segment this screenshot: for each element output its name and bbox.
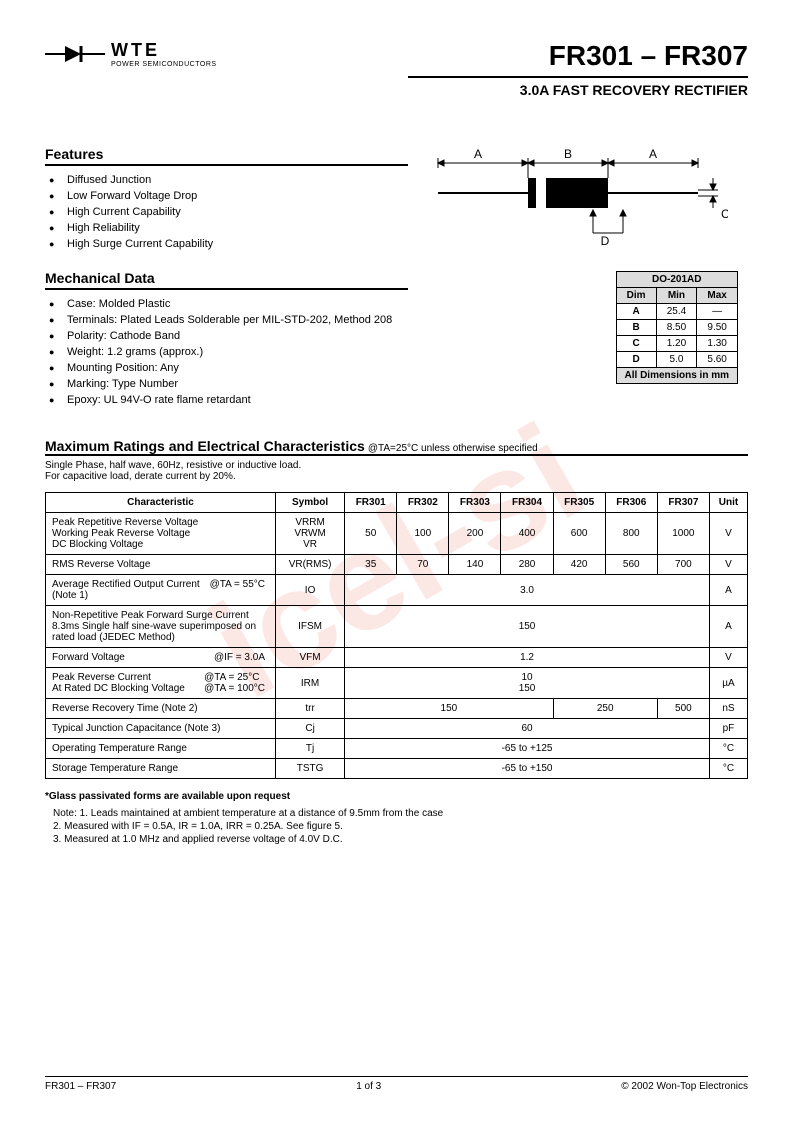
svg-text:B: B <box>564 147 572 161</box>
list-item: Polarity: Cathode Band <box>49 328 408 344</box>
list-item: Weight: 1.2 grams (approx.) <box>49 344 408 360</box>
footnote: Note: 1. Leads maintained at ambient tem… <box>45 808 748 819</box>
list-item: Terminals: Plated Leads Solderable per M… <box>49 312 408 328</box>
footer-left: FR301 – FR307 <box>45 1081 116 1092</box>
header: WTE POWER SEMICONDUCTORS FR301 – FR307 3… <box>45 40 748 98</box>
ratings-heading: Maximum Ratings and Electrical Character… <box>45 438 365 454</box>
package-diagram: A B A C D <box>428 138 728 248</box>
notes: *Glass passivated forms are available up… <box>45 791 748 845</box>
footnote: 2. Measured with IF = 0.5A, IR = 1.0A, I… <box>45 821 748 832</box>
subtitle: 3.0A FAST RECOVERY RECTIFIER <box>408 82 748 98</box>
svg-text:A: A <box>649 147 657 161</box>
glass-note: *Glass passivated forms are available up… <box>45 791 748 802</box>
list-item: Epoxy: UL 94V-O rate flame retardant <box>49 392 408 408</box>
list-item: High Current Capability <box>49 204 408 220</box>
list-item: Marking: Type Number <box>49 376 408 392</box>
logo: WTE POWER SEMICONDUCTORS <box>45 40 217 68</box>
mechanical-heading: Mechanical Data <box>45 270 408 290</box>
list-item: Case: Molded Plastic <box>49 296 408 312</box>
ratings-note: Single Phase, half wave, 60Hz, resistive… <box>45 460 748 482</box>
list-item: Low Forward Voltage Drop <box>49 188 408 204</box>
diode-icon <box>45 44 105 64</box>
footer-center: 1 of 3 <box>356 1081 381 1092</box>
features-list: Diffused JunctionLow Forward Voltage Dro… <box>45 172 408 252</box>
list-item: High Surge Current Capability <box>49 236 408 252</box>
footer-right: © 2002 Won-Top Electronics <box>621 1081 748 1092</box>
dimension-table: DO-201AD DimMinMax A25.4—B8.509.50C1.201… <box>616 271 738 384</box>
svg-text:C: C <box>721 207 728 221</box>
list-item: Diffused Junction <box>49 172 408 188</box>
footnote: 3. Measured at 1.0 MHz and applied rever… <box>45 834 748 845</box>
features-heading: Features <box>45 146 408 166</box>
mechanical-list: Case: Molded PlasticTerminals: Plated Le… <box>45 296 408 408</box>
svg-text:D: D <box>601 234 610 248</box>
ratings-condition: @TA=25°C unless otherwise specified <box>368 443 538 454</box>
list-item: High Reliability <box>49 220 408 236</box>
title-block: FR301 – FR307 3.0A FAST RECOVERY RECTIFI… <box>408 40 748 98</box>
part-title: FR301 – FR307 <box>408 40 748 72</box>
characteristics-table: CharacteristicSymbolFR301FR302FR303FR304… <box>45 492 748 779</box>
logo-tagline: POWER SEMICONDUCTORS <box>111 61 217 68</box>
list-item: Mounting Position: Any <box>49 360 408 376</box>
logo-brand: WTE <box>111 40 217 61</box>
svg-text:A: A <box>474 147 482 161</box>
footer: FR301 – FR307 1 of 3 © 2002 Won-Top Elec… <box>45 1076 748 1092</box>
